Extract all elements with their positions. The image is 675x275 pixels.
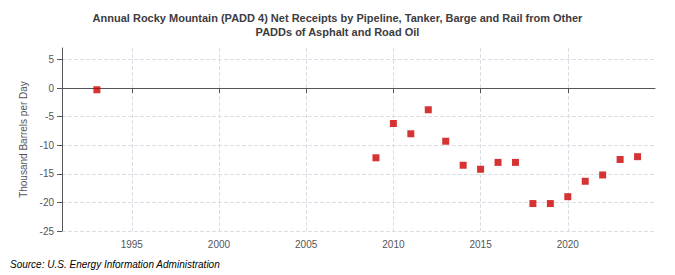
svg-text:1995: 1995: [121, 239, 144, 250]
svg-text:5: 5: [48, 54, 54, 65]
svg-text:-10: -10: [40, 140, 55, 151]
svg-text:Thousand Barrels per Day: Thousand Barrels per Day: [18, 81, 29, 198]
svg-text:2005: 2005: [295, 239, 318, 250]
svg-text:2015: 2015: [469, 239, 492, 250]
svg-text:2020: 2020: [557, 239, 580, 250]
svg-text:2000: 2000: [208, 239, 231, 250]
svg-text:2010: 2010: [382, 239, 405, 250]
svg-text:-25: -25: [40, 226, 55, 237]
svg-text:Annual Rocky Mountain (PADD 4): Annual Rocky Mountain (PADD 4) Net Recei…: [93, 12, 584, 24]
svg-text:PADDs of Asphalt and Road Oil: PADDs of Asphalt and Road Oil: [256, 26, 420, 38]
svg-text:Source: U.S. Energy Informatio: Source: U.S. Energy Information Administ…: [10, 259, 220, 270]
svg-text:0: 0: [48, 83, 54, 94]
svg-text:-20: -20: [40, 197, 55, 208]
svg-text:-15: -15: [40, 168, 55, 179]
svg-text:-5: -5: [45, 111, 54, 122]
